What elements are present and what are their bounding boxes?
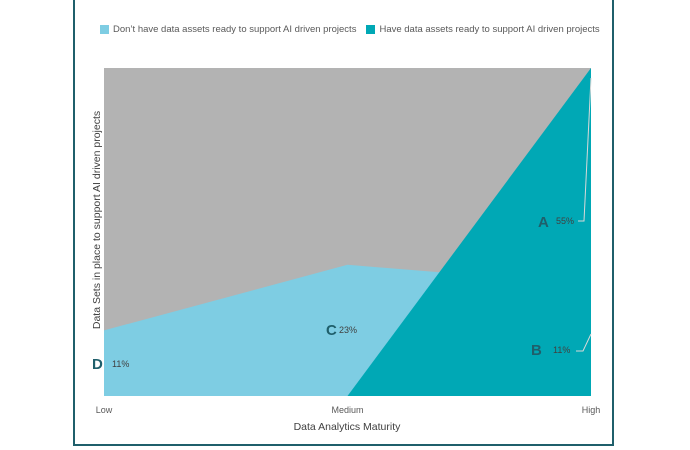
x-tick-label-high: High — [582, 405, 601, 415]
legend-item-not-ready: Don’t have data assets ready to support … — [100, 24, 356, 35]
legend-item-ready: Have data assets ready to support AI dri… — [366, 23, 600, 35]
y-axis-label: Data Sets in place to support AI driven … — [91, 111, 103, 329]
legend-swatch-not-ready — [100, 24, 109, 34]
annotation-letter-d: D — [92, 356, 103, 373]
x-tick-label-low: Low — [96, 405, 113, 415]
legend-label-ready: Have data assets ready to support AI dri… — [379, 23, 600, 35]
leader-line-b — [576, 333, 592, 352]
x-tick-label-medium: Medium — [331, 405, 363, 415]
legend: Don’t have data assets ready to support … — [100, 22, 600, 36]
annotation-letter-c: C — [326, 322, 337, 339]
annotation-value-a: 55% — [556, 216, 574, 226]
legend-swatch-ready — [366, 24, 376, 34]
annotation-value-b: 11% — [553, 345, 570, 355]
annotation-value-d: 11% — [112, 359, 129, 369]
legend-label-not-ready: Don’t have data assets ready to support … — [113, 23, 357, 35]
annotation-letter-a: A — [538, 214, 549, 231]
leader-line-a — [578, 77, 592, 222]
area-ready — [347, 68, 591, 396]
x-axis-label: Data Analytics Maturity — [294, 421, 402, 433]
annotation-value-c: 23% — [339, 325, 357, 335]
annotation-letter-b: B — [531, 342, 542, 359]
